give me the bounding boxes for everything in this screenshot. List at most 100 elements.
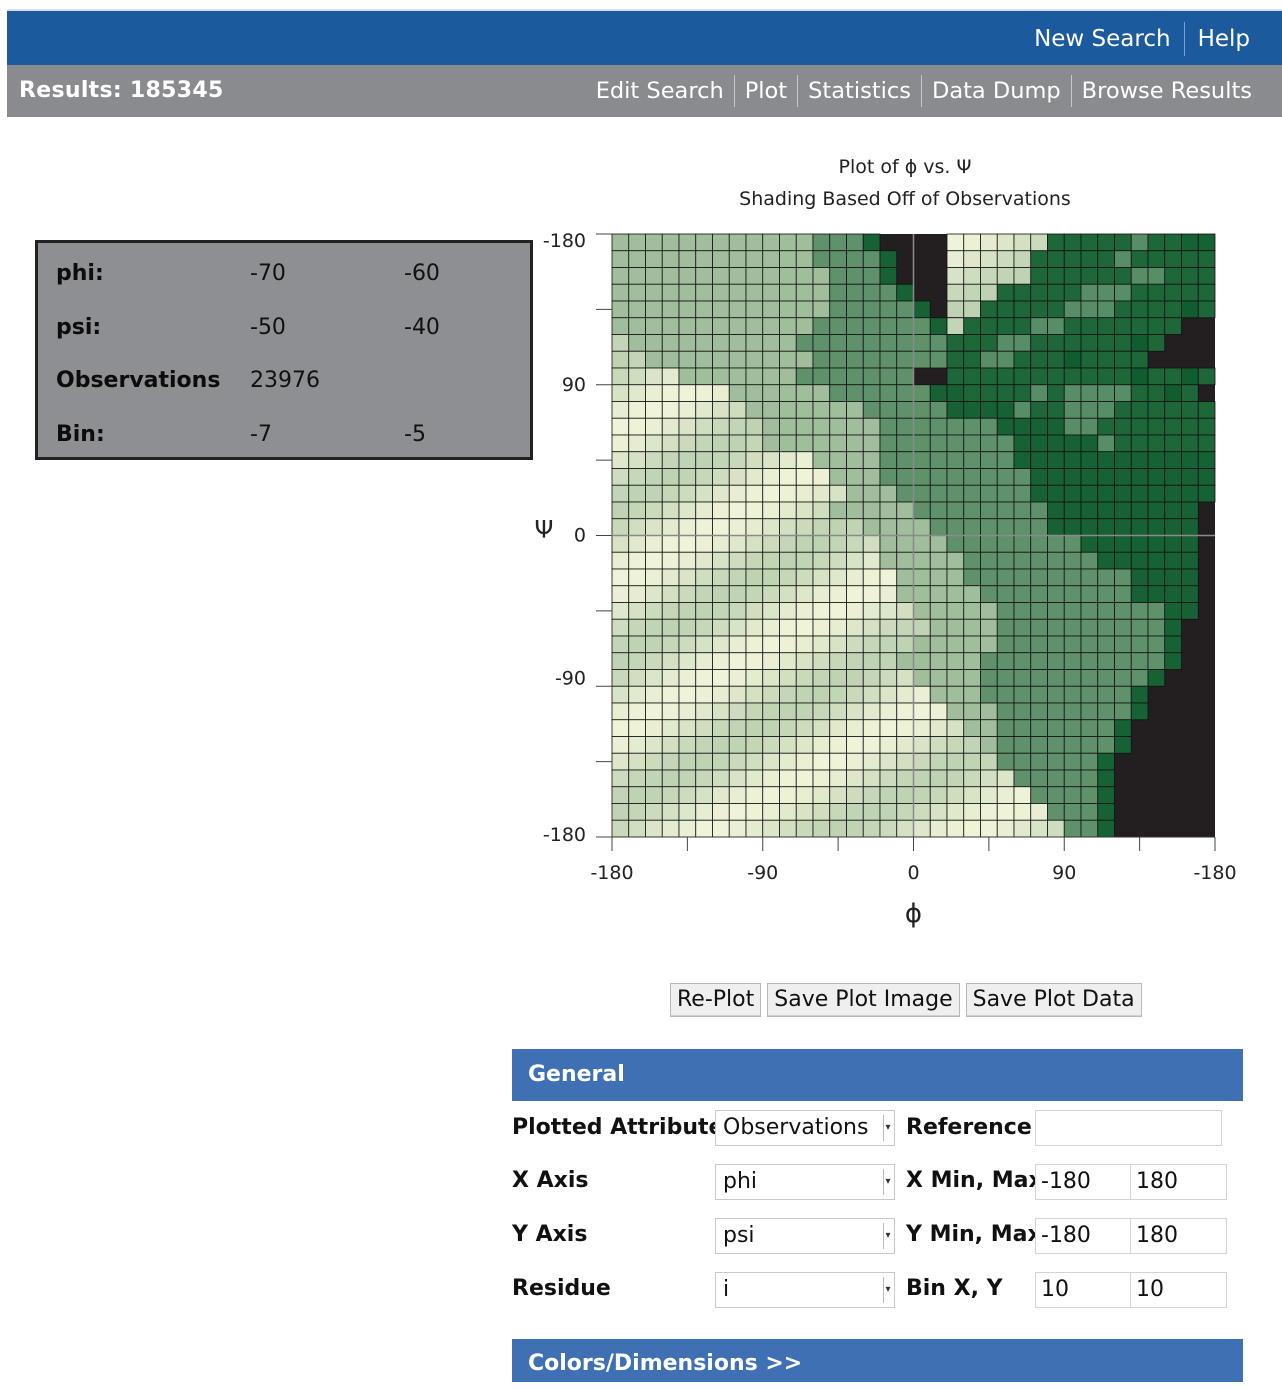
- heatmap-cell: [745, 602, 764, 620]
- heatmap-cell: [779, 585, 797, 603]
- new-search-link[interactable]: New Search: [1034, 26, 1171, 52]
- y-min-input[interactable]: -180: [1035, 1218, 1131, 1254]
- heatmap-cell: [661, 367, 680, 386]
- heatmap-cell: [745, 786, 764, 804]
- save-plot-data-button[interactable]: Save Plot Data: [965, 983, 1142, 1017]
- statistics-link[interactable]: Statistics: [808, 78, 911, 104]
- x-min-input[interactable]: -180: [1035, 1164, 1131, 1200]
- y-max-input[interactable]: 180: [1130, 1218, 1227, 1254]
- heatmap-cell: [913, 719, 931, 737]
- x-axis-select[interactable]: phi ▾: [715, 1164, 895, 1200]
- heatmap-cell: [611, 803, 630, 821]
- heatmap-cell: [1114, 350, 1132, 369]
- heatmap-cell: [896, 367, 914, 386]
- heatmap-cell: [913, 401, 931, 419]
- heatmap-cell: [645, 685, 663, 704]
- heatmap-cell: [1013, 317, 1032, 335]
- heatmap-cell: [712, 451, 730, 469]
- heatmap-cell: [896, 401, 914, 419]
- heatmap-cell: [879, 317, 898, 335]
- heatmap-cell: [996, 501, 1015, 520]
- edit-search-link[interactable]: Edit Search: [595, 78, 724, 104]
- heatmap-cell: [963, 468, 981, 486]
- heatmap-cell: [1164, 367, 1182, 386]
- colors-dimensions-panel-header[interactable]: Colors/Dimensions >>: [512, 1339, 1243, 1382]
- heatmap-cell: [913, 602, 931, 620]
- heatmap-cell: [779, 635, 797, 654]
- heatmap-cell: [795, 535, 814, 553]
- heatmap-cell: [1047, 585, 1065, 603]
- heatmap-cell: [645, 736, 663, 754]
- heatmap-cell: [829, 652, 847, 670]
- heatmap-cell: [1114, 719, 1132, 737]
- x-max-input[interactable]: 180: [1130, 1164, 1227, 1200]
- heatmap-cell: [896, 451, 914, 469]
- heatmap-cell: [996, 669, 1015, 687]
- heatmap-cell: [980, 752, 998, 771]
- heatmap-cell: [1164, 434, 1182, 453]
- y-axis-label: Y Axis: [512, 1222, 588, 1247]
- heatmap-cell: [1147, 384, 1166, 402]
- heatmap-cell: [879, 501, 898, 520]
- heatmap-cell: [1080, 803, 1099, 821]
- heatmap-cell: [628, 568, 646, 587]
- heatmap-cell: [879, 669, 898, 687]
- heatmap-cell: [645, 752, 663, 771]
- heatmap-cell: [1030, 602, 1048, 620]
- heatmap-cell: [1181, 250, 1199, 268]
- heatmap-cell: [946, 434, 965, 453]
- heatmap-cell: [661, 451, 680, 469]
- heatmap-cell: [1147, 669, 1166, 687]
- save-plot-image-button[interactable]: Save Plot Image: [767, 983, 960, 1017]
- heatmap-cell: [1080, 568, 1099, 587]
- y-axis-select[interactable]: psi ▾: [715, 1218, 895, 1254]
- heatmap-cell: [795, 652, 814, 670]
- heatmap-cell: [762, 685, 780, 704]
- heatmap-cell: [929, 769, 948, 788]
- heatmap-cell: [795, 618, 814, 637]
- help-link[interactable]: Help: [1197, 26, 1250, 52]
- heatmap-cell: [728, 484, 747, 503]
- heatmap-cell: [611, 652, 630, 670]
- heatmap-cell: [611, 819, 630, 838]
- heatmap-cell: [946, 719, 965, 737]
- heatmap-cell: [779, 468, 797, 486]
- heatmap-cell: [812, 300, 831, 319]
- heatmap-cell: [1147, 283, 1166, 302]
- heatmap-cell: [678, 602, 697, 620]
- residue-select[interactable]: i ▾: [715, 1272, 895, 1308]
- heatmap-cell: [862, 803, 881, 821]
- general-panel-header[interactable]: General: [512, 1049, 1243, 1101]
- heatmap-cell: [745, 736, 764, 754]
- heatmap-cell: [996, 233, 1015, 252]
- heatmap-cell: [913, 468, 931, 486]
- heatmap-cell: [812, 769, 831, 788]
- heatmap-cell: [1164, 233, 1182, 252]
- heatmap-cell: [913, 585, 931, 603]
- heatmap-cell: [695, 602, 713, 620]
- bin-x-input[interactable]: 10: [1035, 1272, 1131, 1308]
- heatmap-cell: [628, 451, 646, 469]
- heatmap-cell: [1013, 535, 1032, 553]
- replot-button[interactable]: Re-Plot: [670, 983, 762, 1017]
- bin-y-input[interactable]: 10: [1130, 1272, 1227, 1308]
- heatmap-cell: [829, 568, 847, 587]
- heatmap-cell: [678, 350, 697, 369]
- heatmap-cell: [812, 501, 831, 520]
- heatmap-cell: [963, 652, 981, 670]
- heatmap-cell: [1164, 417, 1182, 436]
- heatmap-cell: [829, 334, 847, 352]
- heatmap-cell: [728, 518, 747, 536]
- heatmap-cell: [795, 719, 814, 737]
- heatmap-cell: [862, 669, 881, 687]
- browse-results-link[interactable]: Browse Results: [1081, 78, 1252, 104]
- heatmap-cell: [1063, 484, 1082, 503]
- heatmap-cell: [645, 367, 663, 386]
- reference-input[interactable]: [1035, 1110, 1222, 1146]
- heatmap-cell: [929, 451, 948, 469]
- heatmap-cell: [1080, 267, 1099, 285]
- data-dump-link[interactable]: Data Dump: [932, 78, 1061, 104]
- plot-link[interactable]: Plot: [744, 78, 788, 104]
- plotted-attribute-select[interactable]: Observations ▾: [715, 1110, 895, 1146]
